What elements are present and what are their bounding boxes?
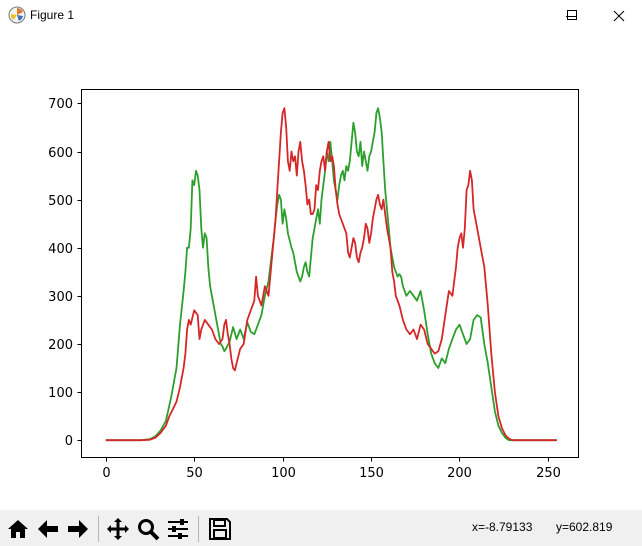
forward-icon	[68, 520, 88, 538]
series-line-red	[105, 107, 557, 442]
navigation-toolbar: x=-8.79133 y=602.819	[0, 510, 642, 546]
x-tick-label: 250	[536, 466, 561, 481]
cursor-x-readout: x=-8.79133	[472, 520, 533, 534]
home-button[interactable]	[4, 515, 32, 543]
window-title: Figure 1	[30, 8, 75, 22]
toolbar-separator	[198, 516, 199, 542]
save-icon	[209, 518, 231, 540]
maximize-icon	[567, 10, 577, 20]
y-axis-ticks: 0 100 200 300 400 500 600 700	[48, 97, 82, 449]
x-tick-label: 200	[447, 466, 472, 481]
zoom-icon	[138, 519, 160, 541]
close-button[interactable]	[596, 0, 642, 31]
x-tick-label: 150	[359, 466, 384, 481]
matplotlib-app-icon	[8, 6, 26, 24]
cursor-y-readout: y=602.819	[556, 520, 613, 534]
configure-subplots-icon	[168, 519, 188, 539]
zoom-button[interactable]	[134, 515, 162, 543]
figure-canvas[interactable]: 0 100 200 300 400 500 600 700 0 50 100 150 200 250	[0, 31, 642, 510]
x-tick-label: 50	[186, 466, 203, 481]
x-tick-label: 100	[271, 466, 296, 481]
back-button[interactable]	[34, 515, 62, 543]
back-icon	[38, 520, 58, 538]
y-tick-label: 500	[48, 194, 73, 209]
y-tick-label: 0	[65, 434, 73, 449]
close-icon	[613, 10, 625, 21]
y-tick-label: 200	[48, 338, 73, 353]
toolbar-separator	[98, 516, 99, 542]
y-tick-label: 300	[48, 290, 73, 305]
axes-frame	[81, 89, 579, 458]
x-axis-ticks: 0 50 100 150 200 250	[102, 457, 561, 481]
y-tick-label: 100	[48, 386, 73, 401]
y-tick-label: 700	[48, 97, 73, 112]
x-tick-label: 0	[102, 466, 110, 481]
forward-button[interactable]	[64, 515, 92, 543]
title-bar: Figure 1	[0, 0, 642, 31]
pan-icon	[107, 518, 129, 540]
y-tick-label: 400	[48, 242, 73, 257]
configure-subplots-button[interactable]	[164, 515, 192, 543]
line-chart[interactable]: 0 100 200 300 400 500 600 700 0 50 100 150 200 250	[0, 31, 642, 510]
save-button[interactable]	[206, 515, 234, 543]
pan-button[interactable]	[104, 515, 132, 543]
series-group	[105, 107, 557, 442]
y-tick-label: 600	[48, 146, 73, 161]
home-icon	[8, 520, 28, 538]
